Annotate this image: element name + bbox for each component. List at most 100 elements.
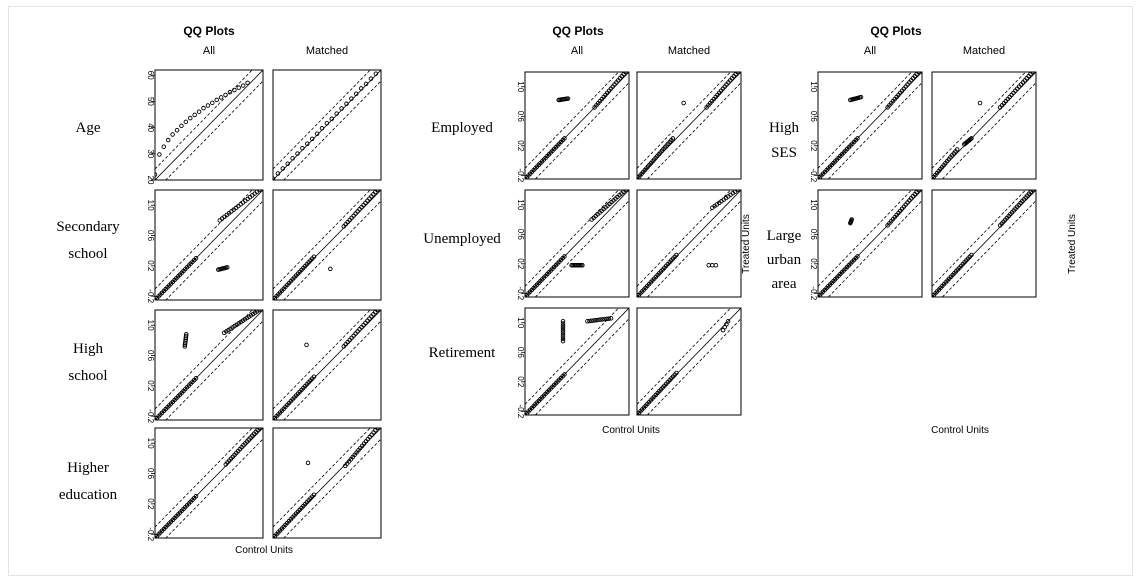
row-label: Retirement — [429, 345, 496, 361]
qq-point — [170, 132, 175, 137]
panel-all — [525, 190, 629, 297]
upper-dashed-line — [273, 190, 371, 290]
qq-point — [161, 144, 167, 149]
qq-point — [285, 161, 290, 167]
qq-point — [183, 333, 189, 339]
lower-dashed-line — [283, 200, 381, 300]
qq-point — [349, 96, 354, 101]
upper-dashed-line — [637, 308, 732, 405]
qq-point — [257, 428, 262, 431]
qq-point — [916, 190, 921, 193]
upper-dashed-line — [637, 72, 732, 169]
y-tick-label: 0.2 — [809, 258, 818, 270]
qq-point — [157, 152, 162, 157]
qq-point — [670, 136, 676, 141]
upper-dashed-line — [818, 190, 913, 287]
y-tick-label: -0.2 — [809, 168, 818, 182]
panel-frame-all — [524, 307, 630, 416]
lower-dashed-line — [165, 80, 263, 180]
qq-point — [969, 252, 974, 258]
qq-point — [305, 460, 311, 466]
panel-all — [155, 190, 263, 300]
panel-frame-matched — [272, 189, 382, 301]
qq-point — [916, 72, 921, 75]
row-label: Higher — [67, 460, 109, 476]
lower-dashed-line — [283, 320, 381, 420]
y-tick-label: 1.0 — [809, 81, 818, 93]
qq-point — [363, 81, 369, 87]
qq-point — [314, 131, 320, 136]
qq-point — [319, 126, 325, 131]
upper-dashed-line — [932, 72, 1027, 169]
upper-dashed-line — [273, 428, 371, 528]
lower-dashed-line — [646, 200, 741, 297]
qq-point — [223, 92, 228, 98]
lower-dashed-line — [165, 200, 263, 300]
qq-point — [214, 97, 219, 103]
panel-matched — [637, 72, 741, 179]
row-label: Unemployed — [423, 231, 501, 247]
upper-dashed-line — [818, 72, 913, 169]
qq-point — [560, 325, 566, 331]
qq-point — [155, 172, 158, 177]
qq-point — [560, 338, 566, 344]
qq-point — [334, 111, 339, 116]
upper-dashed-line — [155, 70, 253, 170]
qq-point — [855, 254, 860, 259]
y-tick-label: -0.2 — [516, 286, 525, 300]
chart-title: QQ Plots — [870, 24, 922, 38]
x-axis-label: Control Units — [931, 425, 989, 436]
y-tick-label: 0.2 — [146, 260, 155, 272]
qq-point — [562, 254, 567, 259]
panel-frame-all — [524, 71, 630, 180]
y-tick-label: 0.2 — [516, 140, 525, 152]
identity-line — [155, 310, 263, 420]
qq-point — [560, 336, 566, 342]
qq-point — [735, 72, 740, 75]
identity-line — [155, 70, 263, 180]
identity-line — [155, 190, 263, 300]
panel-matched — [637, 308, 741, 415]
identity-line — [637, 308, 741, 415]
y-tick-label: 0.6 — [146, 350, 155, 362]
upper-dashed-line — [155, 190, 253, 290]
qq-point — [562, 136, 567, 141]
lower-dashed-line — [827, 200, 922, 297]
qq-point — [227, 89, 233, 95]
qq-point — [305, 141, 310, 147]
upper-dashed-line — [273, 310, 371, 410]
y-tick-label: 30 — [146, 149, 155, 158]
y-tick-label: 0.2 — [809, 140, 818, 152]
y-axis-label: Treated Units — [1067, 214, 1078, 274]
qq-point — [598, 317, 603, 322]
qq-point — [855, 136, 860, 141]
y-tick-label: 1.0 — [146, 438, 155, 450]
panel-matched — [273, 70, 381, 180]
y-tick-label: -0.2 — [809, 286, 818, 300]
lower-dashed-line — [534, 82, 629, 179]
qq-point — [311, 374, 317, 380]
qq-point — [245, 80, 250, 86]
panel-matched — [273, 310, 381, 420]
qq-point — [587, 318, 592, 324]
panel-all — [155, 428, 263, 538]
qq-point — [275, 171, 281, 176]
qq-point — [606, 316, 612, 321]
panel-all — [155, 70, 263, 180]
qq-point — [565, 96, 571, 101]
qq-point — [375, 428, 380, 431]
qq-point — [304, 342, 309, 348]
panel-matched — [932, 72, 1036, 179]
x-axis-label: Control Units — [235, 545, 293, 556]
qq-point — [591, 318, 597, 323]
panel-frame-matched — [931, 189, 1037, 298]
y-tick-label: 40 — [146, 123, 155, 132]
panel-all — [525, 72, 629, 179]
y-tick-label: 0.6 — [146, 230, 155, 242]
lower-dashed-line — [283, 438, 381, 538]
qq-point — [968, 137, 973, 142]
qq-point — [196, 109, 202, 114]
x-axis-label: Control Units — [602, 425, 660, 436]
row-label: High — [769, 120, 800, 136]
